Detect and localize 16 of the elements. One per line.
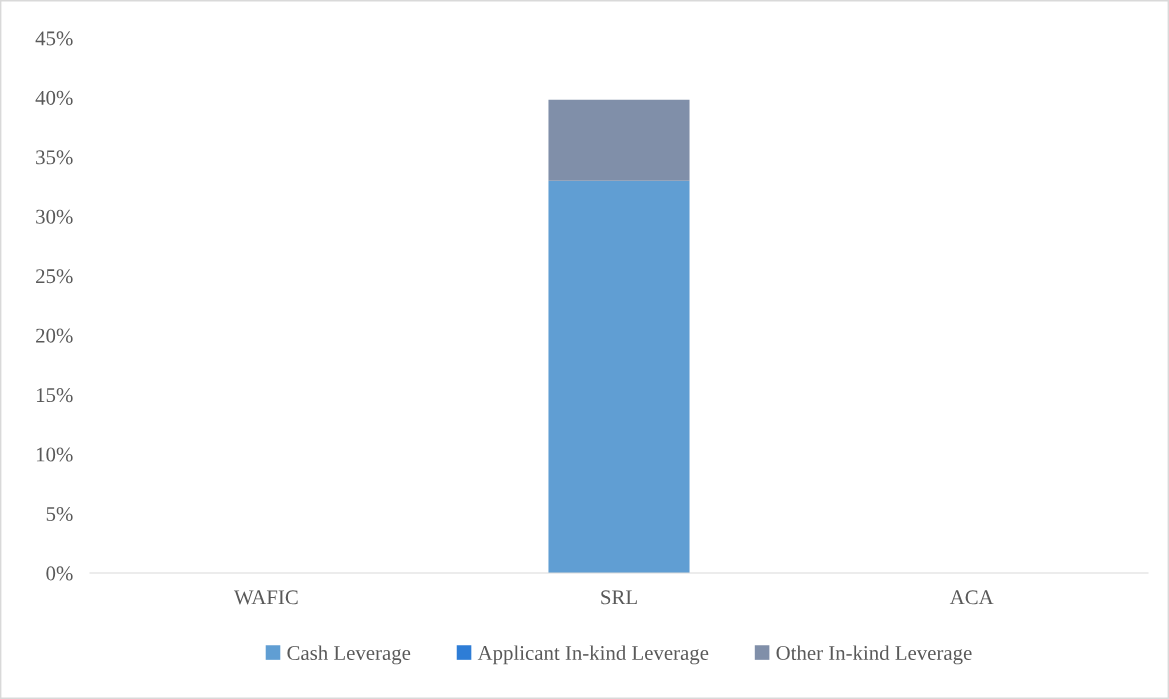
legend-label: Other In-kind Leverage	[776, 645, 972, 665]
y-tick-label: 10%	[36, 447, 73, 462]
y-tick-label: 20%	[36, 328, 73, 343]
y-tick-label: 35%	[36, 150, 73, 165]
y-tick-label: 25%	[36, 269, 73, 284]
legend-label: Cash Leverage	[287, 645, 411, 665]
x-tick-label: WAFIC	[233, 590, 298, 605]
x-tick-label: SRL	[601, 590, 637, 605]
x-tick-label: ACA	[949, 590, 994, 605]
y-tick-label: 15%	[36, 388, 73, 403]
y-tick-label: 45%	[35, 31, 73, 46]
y-tick-label: 30%	[36, 209, 73, 224]
legend-label: Applicant In-kind Leverage	[477, 645, 709, 665]
y-tick-label: 5%	[46, 506, 73, 522]
y-tick-label: 0%	[46, 566, 73, 581]
y-tick-label: 40%	[35, 90, 73, 105]
